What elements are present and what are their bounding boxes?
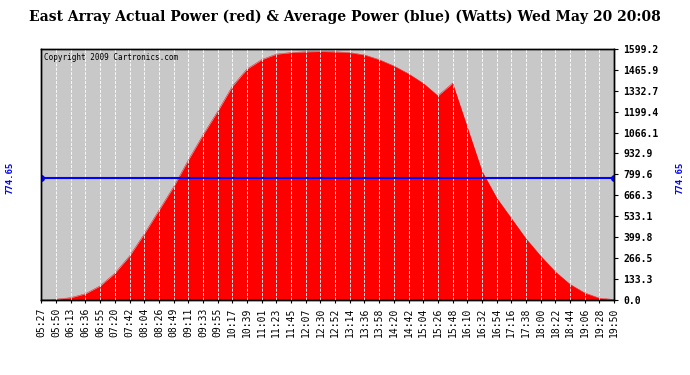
Text: 774.65: 774.65 bbox=[6, 162, 15, 194]
Text: Copyright 2009 Cartronics.com: Copyright 2009 Cartronics.com bbox=[44, 53, 179, 62]
Text: East Array Actual Power (red) & Average Power (blue) (Watts) Wed May 20 20:08: East Array Actual Power (red) & Average … bbox=[29, 9, 661, 24]
Text: 774.65: 774.65 bbox=[675, 162, 684, 194]
